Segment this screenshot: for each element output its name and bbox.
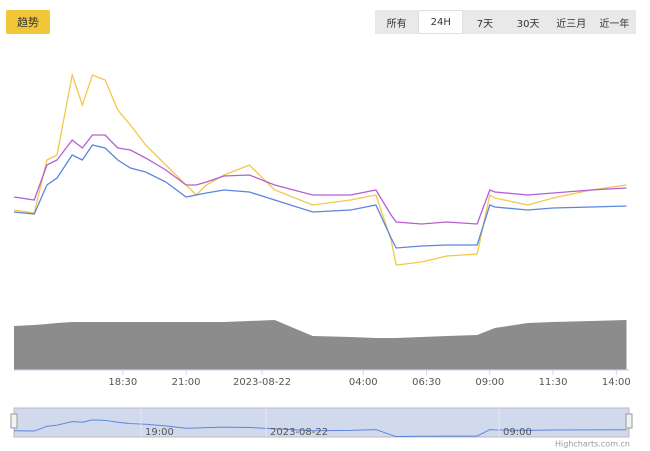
series-line xyxy=(13,134,627,225)
range-button[interactable]: 所有 xyxy=(386,18,407,30)
navigator-tick-label: 2023-08-22 xyxy=(270,427,328,438)
series-line xyxy=(13,72,627,266)
navigator-tick-label: 19:00 xyxy=(145,427,174,438)
volume-area xyxy=(14,320,627,370)
credit: Highcharts.com.cn xyxy=(555,440,630,449)
navigator-handle xyxy=(10,413,18,429)
range-button[interactable]: 7天 xyxy=(476,18,494,30)
x-tick-label: 14:00 xyxy=(602,377,631,388)
x-tick-label: 04:00 xyxy=(349,377,378,388)
x-tick-label: 21:00 xyxy=(172,377,201,388)
range-button[interactable]: 近三月 xyxy=(556,18,587,30)
trend-button[interactable]: 趋势 xyxy=(6,10,50,34)
range-button[interactable]: 近一年 xyxy=(599,18,630,30)
range-selector: 所有 24H 7天 30天 近三月 近一年 xyxy=(375,10,636,34)
navigator-tick-label: 09:00 xyxy=(503,427,532,438)
x-tick-label: 18:30 xyxy=(108,377,137,388)
x-tick-label: 09:00 xyxy=(475,377,504,388)
x-tick-label: 06:30 xyxy=(412,377,441,388)
series-line xyxy=(13,144,627,249)
navigator-line xyxy=(13,419,627,438)
navigator-handle xyxy=(625,413,633,429)
range-button[interactable]: 30天 xyxy=(516,18,540,30)
range-button[interactable]: 24H xyxy=(418,10,464,34)
x-tick-label: 11:30 xyxy=(539,377,568,388)
x-tick-label: 2023-08-22 xyxy=(233,377,291,388)
